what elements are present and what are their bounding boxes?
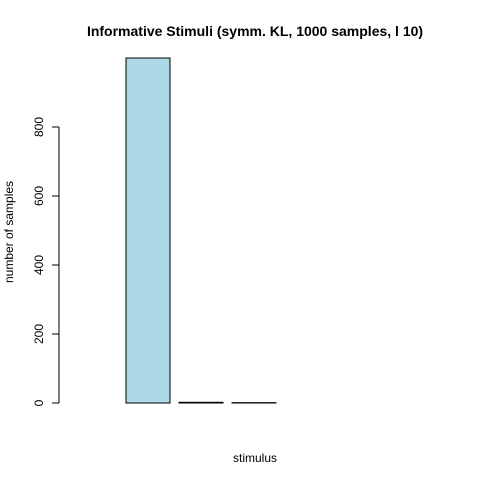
chart-title: Informative Stimuli (symm. KL, 1000 samp… [87, 23, 423, 39]
y-tick-label: 600 [32, 186, 46, 206]
y-tick-label: 0 [32, 399, 46, 406]
y-axis: 0 200 400 600 800 [32, 117, 60, 406]
y-tick-label: 400 [32, 255, 46, 275]
y-axis-label: number of samples [2, 181, 16, 283]
bars [125, 57, 277, 404]
y-tick-label: 200 [32, 324, 46, 344]
x-axis-label: stimulus [233, 451, 277, 465]
bar [125, 57, 171, 404]
y-tick-label: 800 [32, 117, 46, 137]
bar [178, 401, 224, 404]
